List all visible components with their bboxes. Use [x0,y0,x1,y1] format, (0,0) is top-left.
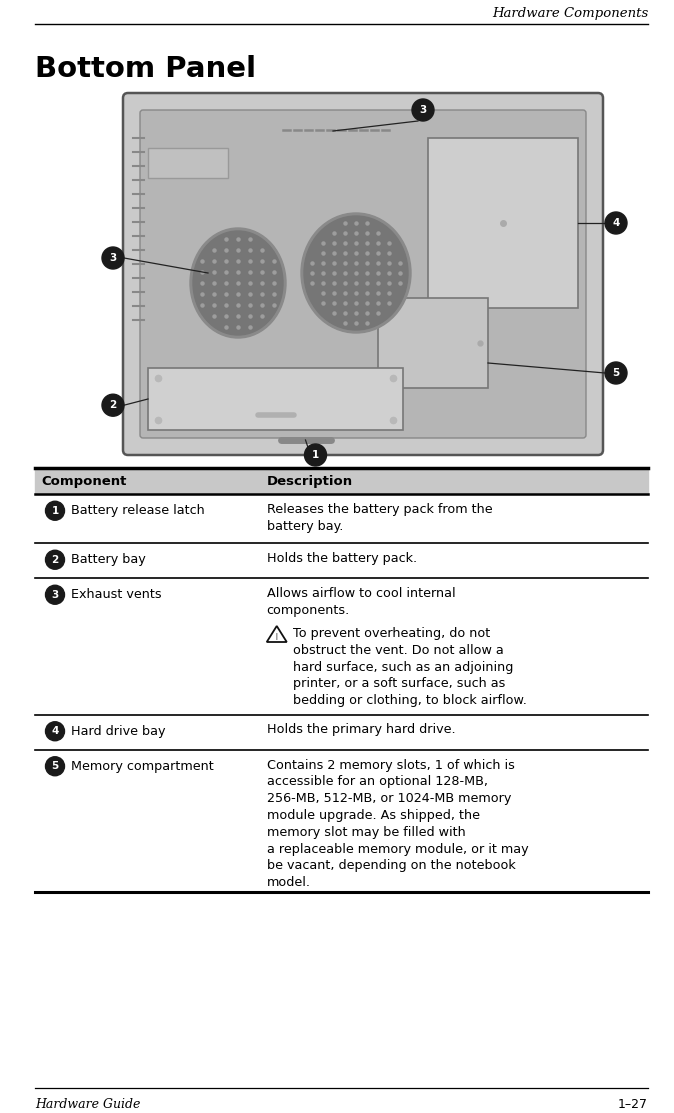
Text: 2: 2 [51,554,59,564]
Text: 3: 3 [51,590,59,600]
Circle shape [46,585,65,604]
Text: 2: 2 [109,401,117,411]
Ellipse shape [193,232,283,335]
Circle shape [412,99,434,121]
Text: Allows airflow to cool internal
components.: Allows airflow to cool internal componen… [267,587,456,617]
Text: 1: 1 [51,505,59,515]
Circle shape [102,394,124,416]
Text: 1: 1 [312,450,319,460]
Text: Releases the battery pack from the
battery bay.: Releases the battery pack from the batte… [267,503,493,533]
FancyBboxPatch shape [140,110,586,439]
Text: Hardware Components: Hardware Components [492,8,648,20]
Text: Hard drive bay: Hard drive bay [71,725,166,738]
Circle shape [102,247,124,269]
Text: Component: Component [41,474,127,487]
Circle shape [46,501,65,520]
Text: Bottom Panel: Bottom Panel [35,55,256,83]
Circle shape [46,721,65,741]
Text: 5: 5 [613,368,619,378]
Text: Holds the primary hard drive.: Holds the primary hard drive. [267,723,456,737]
Ellipse shape [301,213,411,333]
Text: Exhaust vents: Exhaust vents [71,589,162,601]
Circle shape [605,211,627,234]
Circle shape [305,444,326,466]
Circle shape [46,757,65,776]
Text: 3: 3 [419,105,427,115]
Text: 4: 4 [612,218,619,228]
Text: Memory compartment: Memory compartment [71,760,214,772]
FancyBboxPatch shape [148,368,403,430]
Circle shape [605,362,627,384]
Text: Contains 2 memory slots, 1 of which is
accessible for an optional 128-MB,
256-MB: Contains 2 memory slots, 1 of which is a… [267,758,528,889]
FancyBboxPatch shape [148,148,228,178]
Circle shape [46,550,65,569]
Text: Holds the battery pack.: Holds the battery pack. [267,552,417,565]
Ellipse shape [190,228,286,338]
Text: 1–27: 1–27 [618,1099,648,1111]
FancyBboxPatch shape [378,298,488,388]
Text: 5: 5 [51,761,59,771]
Text: Description: Description [267,474,353,487]
Text: Battery release latch: Battery release latch [71,504,205,518]
Ellipse shape [304,216,408,329]
Text: Battery bay: Battery bay [71,553,146,567]
FancyBboxPatch shape [123,93,603,455]
Text: 3: 3 [109,253,117,263]
FancyBboxPatch shape [428,138,578,308]
Text: To prevent overheating, do not
obstruct the vent. Do not allow a
hard surface, s: To prevent overheating, do not obstruct … [293,627,526,707]
Text: Hardware Guide: Hardware Guide [35,1099,140,1111]
Text: 4: 4 [51,727,59,737]
Text: ❘: ❘ [274,632,280,640]
